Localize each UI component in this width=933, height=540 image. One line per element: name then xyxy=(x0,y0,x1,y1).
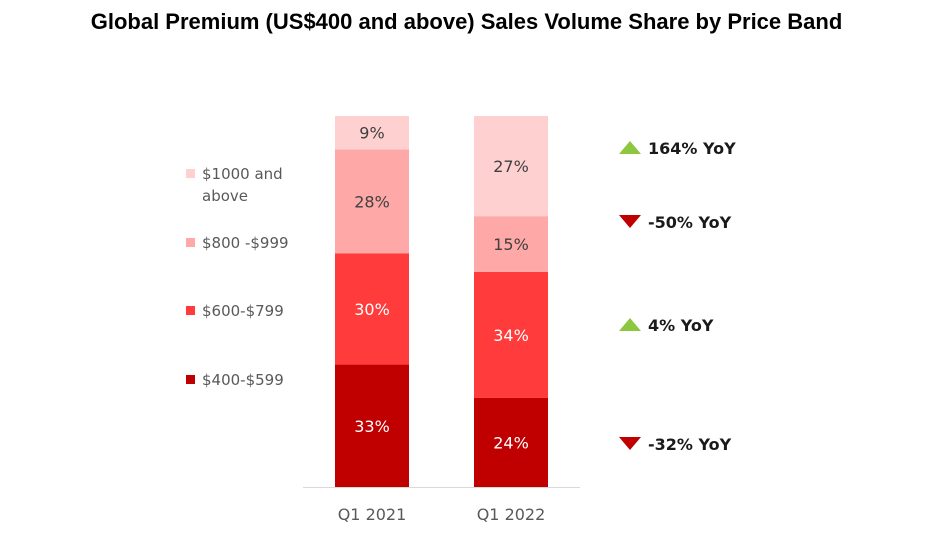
data-label: 9% xyxy=(359,124,384,143)
triangle-up-icon xyxy=(619,141,641,154)
data-label: 33% xyxy=(354,417,390,436)
data-label: 34% xyxy=(493,326,529,345)
bar-segment xyxy=(335,364,409,487)
x-tick-label: Q1 2021 xyxy=(338,505,407,524)
data-label: 15% xyxy=(493,235,529,254)
legend-label: $600-$799 xyxy=(202,302,284,320)
triangle-down-icon xyxy=(619,437,641,450)
yoy-annotation: 164% YoY xyxy=(648,139,736,158)
bar-segment xyxy=(335,149,409,254)
bar-segment xyxy=(474,116,548,217)
legend-label: $800 -$999 xyxy=(202,234,289,252)
legend-label: $1000 and xyxy=(202,165,283,183)
triangle-down-icon xyxy=(619,215,641,228)
data-label: 30% xyxy=(354,300,390,319)
yoy-annotation: 4% YoY xyxy=(648,316,714,335)
bar-segment xyxy=(474,397,548,487)
legend-swatch xyxy=(186,306,195,315)
legend-swatch xyxy=(186,375,195,384)
data-label: 24% xyxy=(493,433,529,452)
bar-segment xyxy=(335,116,409,150)
legend-swatch xyxy=(186,238,195,247)
legend-label: $400-$599 xyxy=(202,371,284,389)
bar-segment xyxy=(474,216,548,272)
legend-label: above xyxy=(202,187,248,205)
chart-title: Global Premium (US$400 and above) Sales … xyxy=(90,9,843,34)
yoy-annotation: -32% YoY xyxy=(648,435,732,454)
bar-segment xyxy=(335,253,409,365)
data-label: 28% xyxy=(354,192,390,211)
x-tick-label: Q1 2022 xyxy=(477,505,546,524)
yoy-annotation: -50% YoY xyxy=(648,213,732,232)
triangle-up-icon xyxy=(619,318,641,331)
bar-segment xyxy=(474,271,548,398)
legend-swatch xyxy=(186,169,195,178)
data-label: 27% xyxy=(493,157,529,176)
